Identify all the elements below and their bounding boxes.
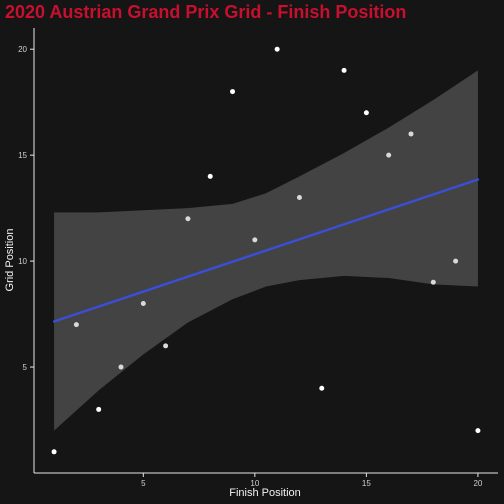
data-point-19	[453, 258, 459, 264]
x-axis-label: Finish Position	[229, 487, 301, 499]
x-tick-label-10: 10	[250, 479, 259, 488]
x-tick-label-5: 5	[141, 479, 146, 488]
data-point-15	[363, 110, 369, 116]
y-tick-label-15: 15	[18, 151, 27, 160]
data-point-7	[185, 216, 191, 222]
y-tick-label-5: 5	[23, 363, 28, 372]
data-point-13	[319, 385, 325, 391]
data-point-14	[341, 67, 347, 73]
data-point-17	[408, 131, 414, 137]
data-point-9	[230, 89, 236, 95]
x-tick-label-20: 20	[473, 479, 482, 488]
data-point-20	[475, 428, 481, 434]
regression-line	[52, 178, 480, 323]
y-tick-label-10: 10	[18, 257, 27, 266]
data-point-18	[430, 279, 436, 285]
y-axis-label: Grid Position	[4, 229, 16, 292]
data-point-8	[207, 173, 213, 179]
data-point-10	[252, 237, 258, 243]
plot-layer: 5 10 15 20 5 10 15 20	[18, 28, 498, 488]
data-point-5	[140, 300, 146, 306]
data-point-12	[296, 195, 302, 201]
x-tick-label-15: 15	[362, 479, 371, 488]
data-point-6	[163, 343, 169, 349]
data-point-1	[51, 449, 57, 455]
data-point-4	[118, 364, 124, 370]
chart-title: 2020 Austrian Grand Prix Grid - Finish P…	[5, 2, 406, 22]
data-point-11	[274, 46, 280, 52]
data-point-2	[73, 322, 79, 328]
y-tick-label-20: 20	[18, 45, 27, 54]
data-point-3	[96, 406, 102, 412]
data-point-16	[386, 152, 392, 158]
